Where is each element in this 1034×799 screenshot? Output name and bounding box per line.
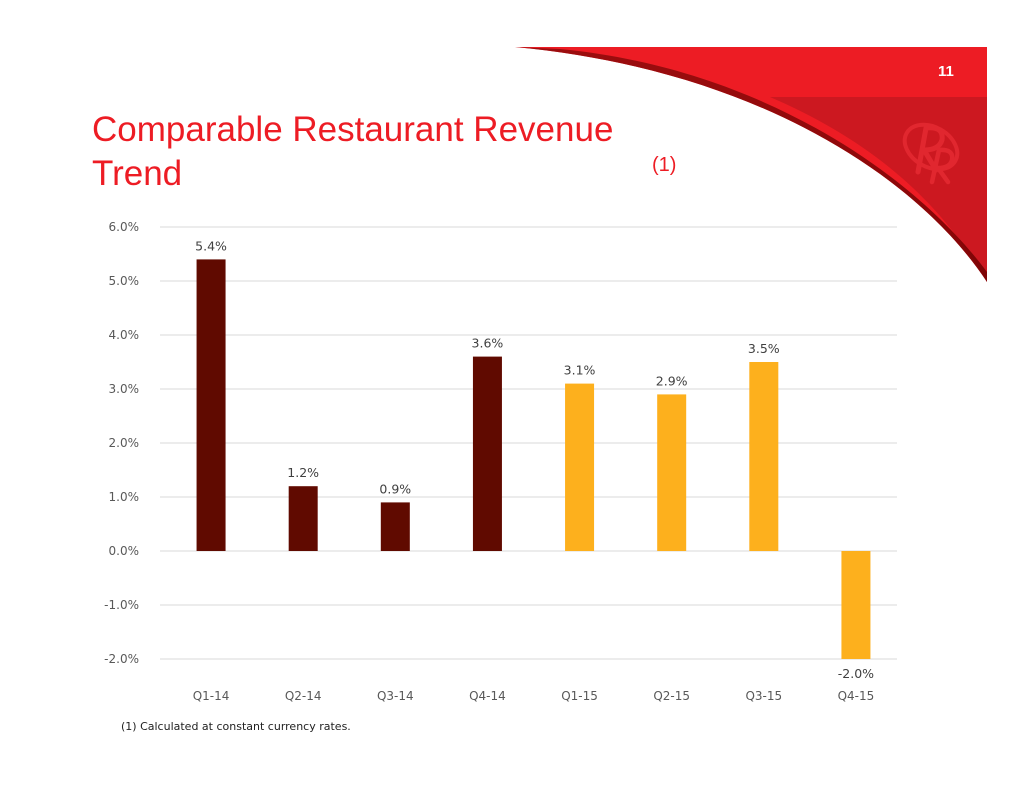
x-tick-label: Q2-14 <box>285 689 322 703</box>
page-title: Comparable Restaurant Revenue Trend (1) <box>92 108 676 196</box>
bar <box>749 362 779 551</box>
data-label: 2.9% <box>656 373 688 388</box>
bar <box>472 356 502 551</box>
y-tick-label: 3.0% <box>109 382 140 396</box>
x-tick-label: Q3-14 <box>377 689 414 703</box>
bar <box>196 259 226 551</box>
x-tick-label: Q1-14 <box>193 689 230 703</box>
y-tick-label: -2.0% <box>104 652 139 666</box>
x-tick-label: Q4-15 <box>838 689 875 703</box>
slide-number: 11 <box>938 63 954 80</box>
data-label: -2.0% <box>838 666 874 681</box>
x-tick-label: Q4-14 <box>469 689 506 703</box>
title-text: Comparable Restaurant Revenue Trend <box>92 110 614 193</box>
data-label: 5.4% <box>195 238 227 253</box>
y-tick-label: 6.0% <box>109 220 140 234</box>
x-tick-label: Q2-15 <box>653 689 690 703</box>
data-label: 3.5% <box>748 341 780 356</box>
y-tick-label: 1.0% <box>109 490 140 504</box>
bar <box>841 551 871 659</box>
x-tick-label: Q1-15 <box>561 689 598 703</box>
bar <box>288 486 318 551</box>
data-label: 0.9% <box>379 481 411 496</box>
y-tick-label: 2.0% <box>109 436 140 450</box>
bar <box>657 394 687 551</box>
rr-logo <box>902 122 960 185</box>
y-tick-label: 0.0% <box>109 544 140 558</box>
title-footnote-marker: (1) <box>652 154 677 176</box>
footnote: (1) Calculated at constant currency rate… <box>121 720 351 733</box>
data-label: 3.1% <box>564 363 596 378</box>
bar <box>565 383 595 551</box>
y-tick-label: 4.0% <box>109 328 140 342</box>
bar <box>380 502 410 551</box>
y-tick-label: -1.0% <box>104 598 139 612</box>
data-label: 1.2% <box>287 465 319 480</box>
data-label: 3.6% <box>472 336 504 351</box>
x-tick-label: Q3-15 <box>745 689 782 703</box>
y-tick-label: 5.0% <box>109 274 140 288</box>
